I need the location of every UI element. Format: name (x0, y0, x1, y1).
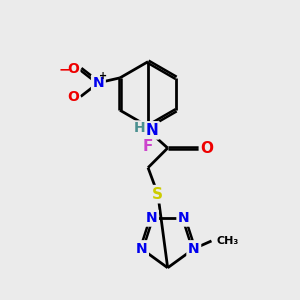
Text: N: N (136, 242, 147, 256)
Text: N: N (93, 76, 104, 90)
Text: S: S (152, 187, 164, 202)
Text: F: F (143, 139, 153, 154)
Text: +: + (99, 71, 107, 81)
Text: N: N (178, 211, 190, 225)
Text: N: N (146, 211, 157, 225)
Text: CH₃: CH₃ (216, 236, 238, 246)
Text: H: H (134, 122, 145, 135)
Text: O: O (200, 140, 213, 155)
Text: O: O (67, 62, 79, 76)
Text: N: N (188, 242, 200, 256)
Text: N: N (146, 123, 158, 138)
Text: O: O (67, 89, 79, 103)
Text: −: − (58, 62, 70, 76)
